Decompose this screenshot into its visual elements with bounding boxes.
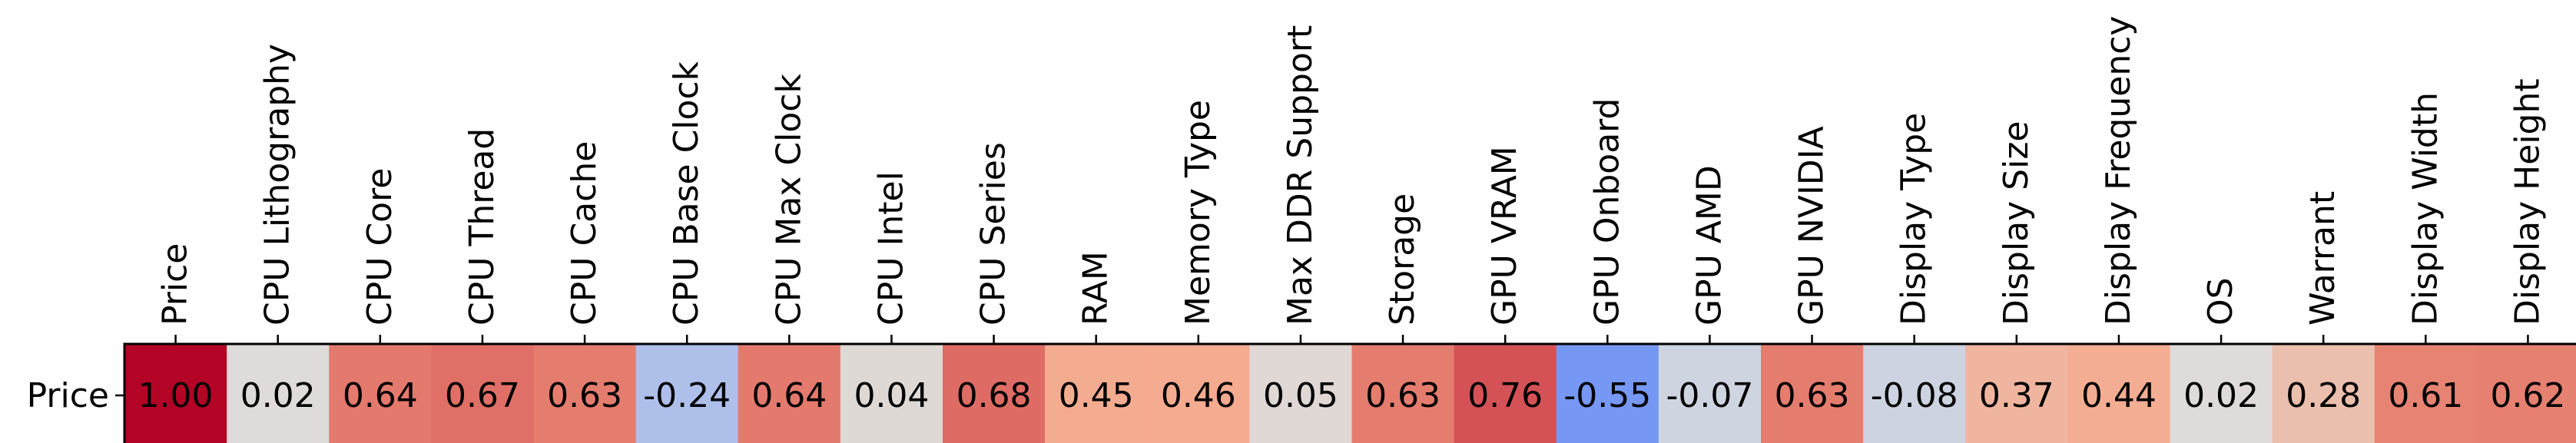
cell-value-label: 0.45 (1059, 376, 1134, 415)
cell-value-label: 0.61 (2388, 376, 2463, 415)
column-label: OS (2201, 277, 2240, 326)
cell-value-label: 0.28 (2286, 376, 2361, 415)
heatmap-frame (123, 342, 2576, 443)
column-label: GPU NVIDIA (1792, 126, 1832, 326)
cell-value-label: 0.46 (1161, 376, 1236, 415)
heatmap-cell (2476, 344, 2576, 443)
cell-value-label: 0.76 (1467, 376, 1543, 415)
heatmap-cell (2170, 344, 2273, 443)
heatmap-cell (840, 344, 943, 443)
cell-value-label: 0.64 (751, 376, 827, 415)
column-label: CPU Thread (462, 128, 502, 326)
cell-value-label: 0.64 (343, 376, 418, 415)
cell-value-label: -0.24 (643, 376, 731, 415)
column-label: CPU Core (360, 168, 399, 326)
heatmap-cell (1658, 344, 1762, 443)
cell-value-label: 0.63 (547, 376, 622, 415)
column-label: CPU Max Clock (769, 74, 808, 326)
column-label: CPU Cache (565, 141, 604, 326)
column-label: GPU AMD (1689, 165, 1729, 326)
column-labels: Price CPU Lithography CPU Core CPU Thread CP… (156, 16, 2547, 344)
column-label: Warrant (2303, 191, 2342, 326)
heatmap-cell (124, 344, 227, 443)
heatmap-cell (1761, 344, 1864, 443)
column-label: Display Height (2508, 78, 2547, 326)
heatmap-cell (1249, 344, 1353, 443)
heatmap-cell (1351, 344, 1455, 443)
cell-value-label: -0.55 (1563, 376, 1651, 415)
cell-value-label: -0.07 (1666, 376, 1754, 415)
column-label: RAM (1076, 251, 1116, 326)
cell-value-label: 0.68 (956, 376, 1032, 415)
column-label: Display Frequency (2099, 16, 2138, 326)
cell-value-label: 0.04 (854, 376, 929, 415)
heatmap-cell (1454, 344, 1557, 443)
column-label: Storage (1383, 193, 1422, 326)
heatmap-cell (1147, 344, 1250, 443)
column-label: CPU Series (974, 142, 1013, 326)
column-label: GPU VRAM (1485, 146, 1524, 326)
cell-value-label: 0.63 (1775, 376, 1850, 415)
column-label: Display Type (1895, 113, 1934, 326)
column-label: CPU Base Clock (667, 61, 706, 326)
column-label: Price (156, 243, 195, 326)
heatmap-cell (2374, 344, 2478, 443)
column-label: GPU Onboard (1587, 98, 1626, 326)
cell-value-label: 1.00 (138, 376, 214, 415)
column-label: Display Width (2405, 92, 2445, 326)
heatmap-cell (1863, 344, 1966, 443)
heatmap-cell (431, 344, 535, 443)
heatmap-cell (329, 344, 432, 443)
column-label: Max DDR Support (1281, 25, 1320, 326)
heatmap-cell (943, 344, 1046, 443)
heatmap-cell (1965, 344, 2068, 443)
heatmap-cell (738, 344, 841, 443)
column-label: CPU Lithography (258, 44, 297, 326)
column-label: CPU Intel (871, 171, 910, 326)
heatmap-cell (2272, 344, 2375, 443)
cell-value-label: 0.63 (1365, 376, 1441, 415)
row-label: Price (27, 376, 109, 415)
cell-value-label: 0.02 (240, 376, 316, 415)
cell-value-label: 0.67 (445, 376, 520, 415)
cell-value-label: 0.37 (1979, 376, 2054, 415)
cell-value-label: 0.62 (2490, 376, 2565, 415)
heatmap-cell (533, 344, 637, 443)
cell-value-label: 0.05 (1263, 376, 1338, 415)
cell-value-label: -0.08 (1871, 376, 1958, 415)
column-label: Memory Type (1179, 100, 1218, 326)
cell-value-label: 0.44 (2081, 376, 2157, 415)
heatmap-cell (227, 344, 330, 443)
heatmap-cell (1045, 344, 1148, 443)
heatmap-cell (2067, 344, 2171, 443)
heatmap-cells: 1.00 0.02 0.64 0.67 0.63 -0.24 0.64 0.04 0.68 0.4… (124, 344, 2576, 443)
row-labels: Price (27, 376, 124, 415)
heatmap-cell (1556, 344, 1659, 443)
heatmap-cell (635, 344, 739, 443)
cell-value-label: 0.02 (2183, 376, 2259, 415)
column-label: Display Size (1997, 121, 2036, 326)
